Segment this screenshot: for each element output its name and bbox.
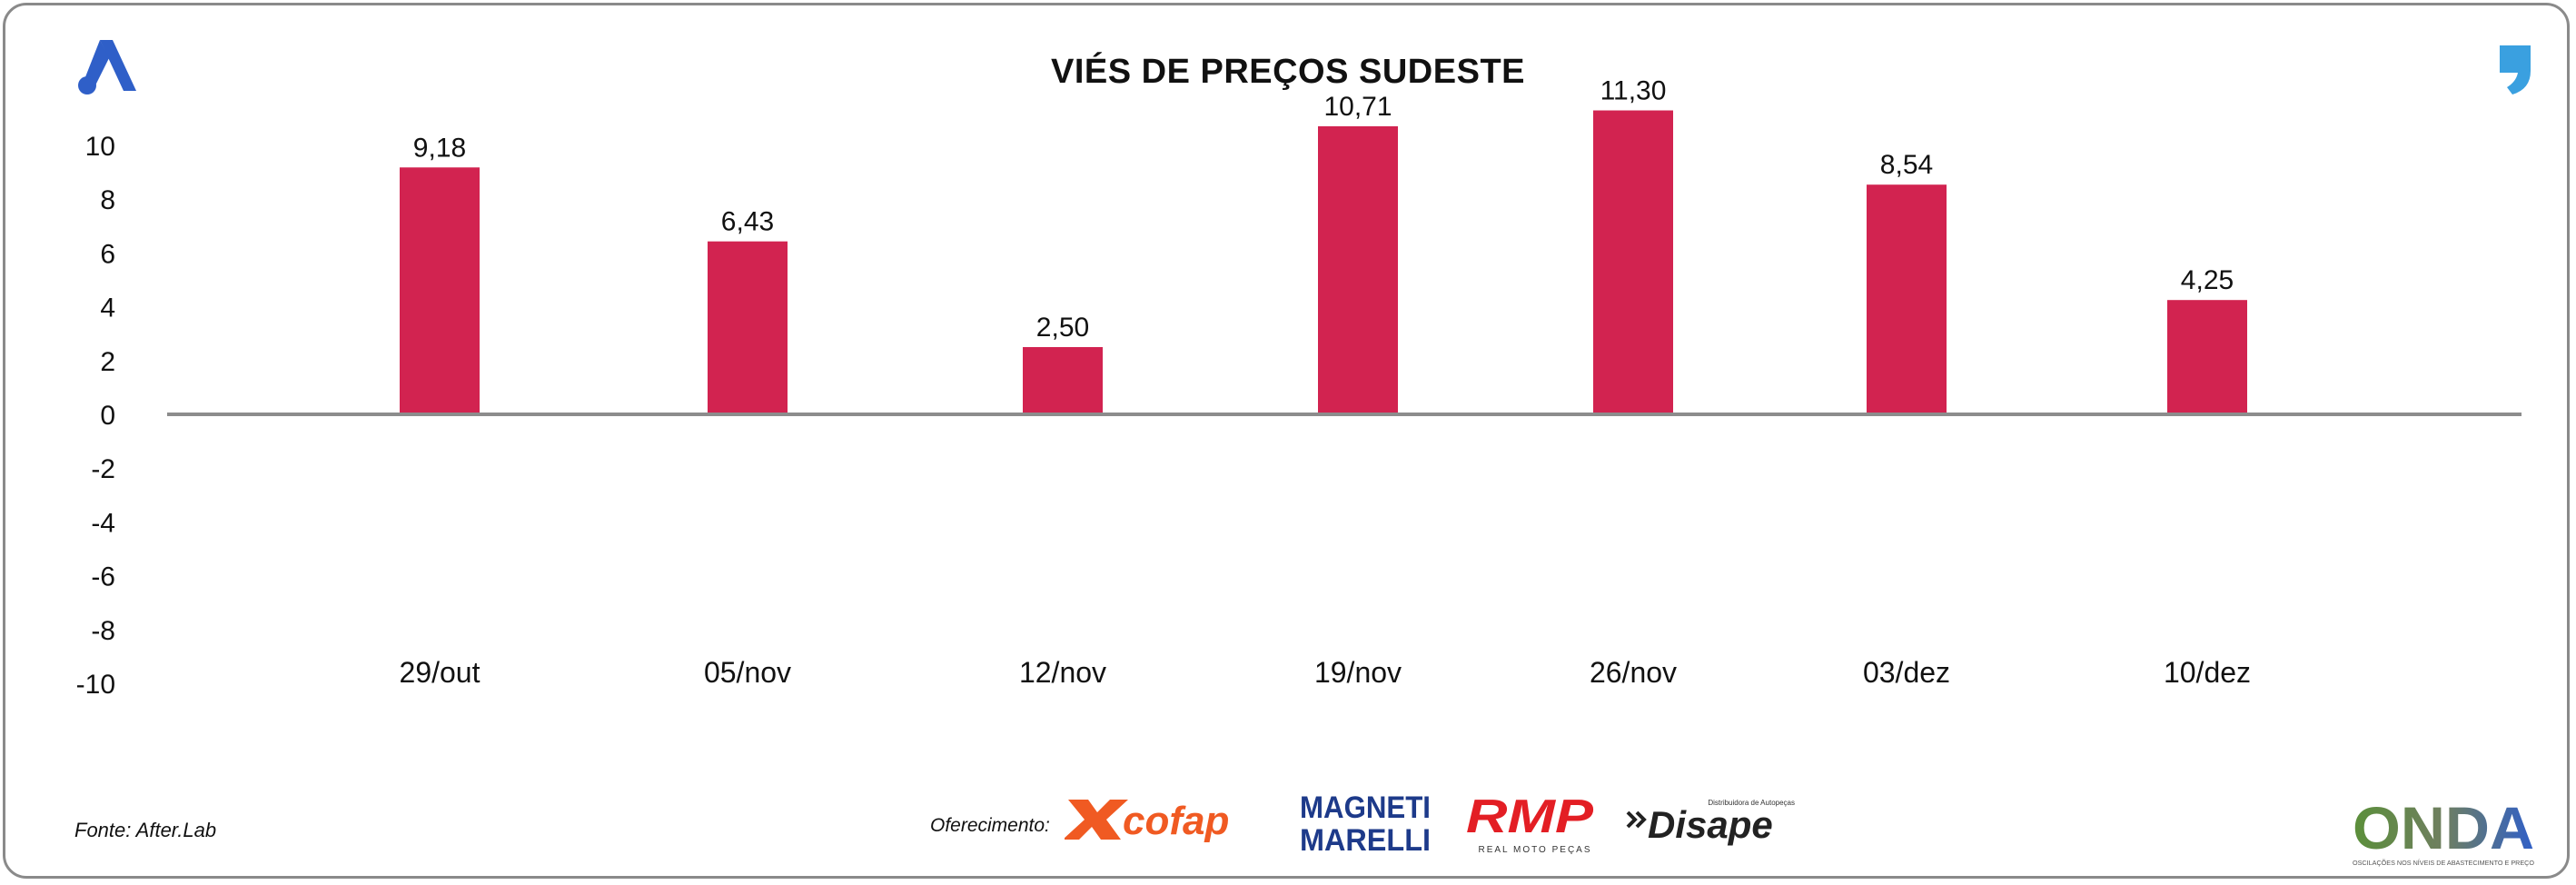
y-tick-label: 6 [100,239,115,269]
onda-logo: ONDA OSCILAÇÕES NOS NÍVEIS DE ABASTECIME… [2353,794,2535,867]
marelli-logo-text: MARELLI [1300,823,1431,856]
x-tick-label: 10/dez [2164,656,2251,689]
source-note: Fonte: After.Lab [74,819,217,841]
bar [1593,110,1673,415]
magneti-logo-text: MAGNETI [1300,791,1431,825]
data-label: 10,71 [1323,92,1392,122]
data-label: 9,18 [413,133,466,163]
data-label: 8,54 [1880,150,1933,180]
disape-logo-subtext: Distribuidora de Autopeças [1708,799,1795,807]
bar-chart: 10 8 6 4 2 0 -2 -4 -6 -8 -10 9,18 6,43 2,50 10,71 11,30… [76,76,2522,700]
cofap-logo-text: cofap [1123,799,1229,843]
chart-title: VIÉS DE PREÇOS SUDESTE [1050,53,1525,91]
y-tick-label: 0 [100,401,115,431]
bar [708,241,788,414]
bar [1318,125,1398,414]
y-tick-label: 2 [100,347,115,377]
y-tick-label: -6 [91,562,115,592]
x-tick-label: 26/nov [1590,656,1677,689]
y-tick-label: -8 [91,616,115,646]
y-tick-label: -10 [76,670,115,700]
bar [2167,300,2247,414]
onda-logo-text: ONDA [2353,794,2534,861]
sponsor-label: Oferecimento: [930,815,1050,836]
data-label: 6,43 [721,207,774,237]
x-tick-label: 05/nov [704,656,791,689]
data-label: 2,50 [1036,313,1089,343]
data-label: 11,30 [1600,76,1667,106]
x-tick-label: 19/nov [1314,656,1402,689]
rmp-logo-text: RMP [1466,791,1593,843]
y-tick-label: -2 [91,454,115,484]
cofap-logo: cofap [1065,799,1229,843]
disape-logo-text: Disape [1648,803,1773,846]
x-tick-label: 12/nov [1019,656,1106,689]
data-label: 4,25 [2181,265,2234,295]
disape-logo: Distribuidora de Autopeças Disape [1626,799,1795,846]
y-tick-label: 8 [100,185,115,215]
rmp-logo-subtext: REAL MOTO PEÇAS [1478,845,1591,855]
brand-logo-icon [78,40,136,94]
chart-frame [3,3,2570,879]
bar [1867,184,1947,414]
bar [400,167,480,414]
x-tick-label: 03/dez [1863,656,1950,689]
x-tick-label: 29/out [400,656,481,689]
bar [1023,347,1103,414]
y-tick-label: 10 [85,132,115,162]
quote-icon [2500,45,2531,94]
y-tick-label: -4 [91,508,115,538]
rmp-logo: RMP REAL MOTO PEÇAS [1466,791,1593,855]
magneti-marelli-logo: MAGNETI MARELLI [1300,791,1431,856]
onda-logo-subtext: OSCILAÇÕES NOS NÍVEIS DE ABASTECIMENTO E… [2353,859,2535,867]
y-tick-label: 4 [100,293,115,323]
